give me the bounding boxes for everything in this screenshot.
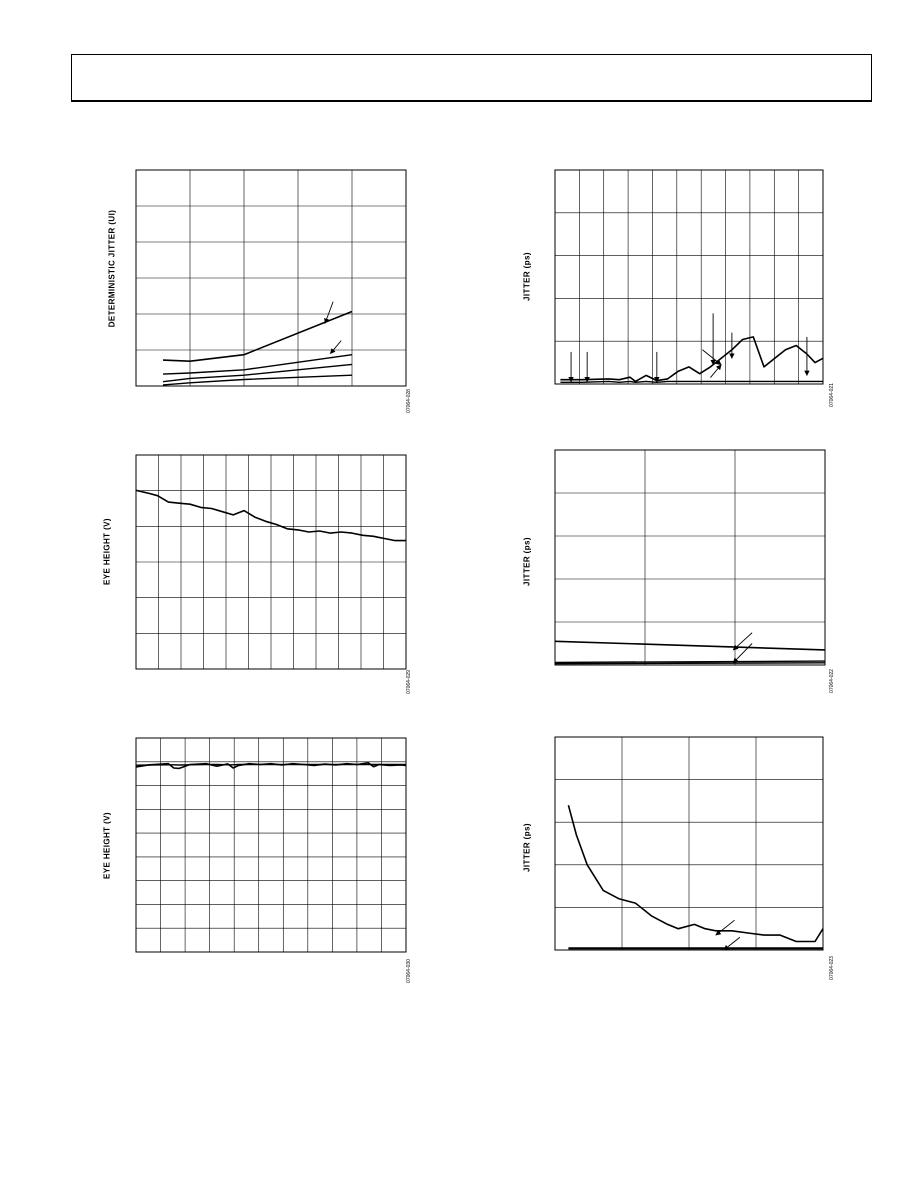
series-line-2 (135, 763, 406, 766)
figure-id: 07064-021 (828, 383, 835, 407)
plot-frame (135, 737, 407, 953)
plot-frame (554, 449, 826, 666)
chart-panel-jitter-3: JITTER (ps) 07064-023 (520, 725, 918, 995)
plot-frame (554, 169, 824, 385)
series-line-3 (162, 363, 353, 383)
figure-id: 07064-022 (828, 669, 835, 693)
annotation-arrow (732, 632, 753, 651)
chart-svg (135, 169, 407, 387)
annotation-arrow (715, 919, 735, 936)
series-line-3 (554, 662, 826, 665)
chart-svg (554, 736, 824, 951)
annotation-arrow (732, 643, 753, 664)
chart-svg (135, 454, 407, 670)
annotation-arrow (324, 301, 334, 324)
annotation-arrow (330, 340, 342, 355)
series-line-1 (554, 640, 826, 651)
series-line-1 (567, 804, 824, 943)
annotation-arrow (702, 349, 722, 366)
figure-id: 07064-029 (405, 670, 412, 694)
series-line-1 (162, 310, 353, 362)
chart-panel-jitter-1: JITTER (ps) 07064-021 (520, 160, 918, 430)
series-line-1 (560, 336, 824, 383)
chart-panel-jitter-2: JITTER (ps) 07064-022 (520, 440, 918, 710)
series-line-2 (162, 354, 353, 375)
chart-svg (554, 449, 826, 666)
chart-svg (554, 169, 824, 385)
series-line-4 (162, 374, 353, 386)
chart-panel-eye-height-1: EYE HEIGHT (V) 07064-029 (100, 445, 540, 715)
series-line-1 (135, 489, 406, 542)
annotation-arrow (723, 936, 741, 951)
chart-svg (135, 737, 407, 953)
annotation-arrow (710, 364, 722, 378)
page-header-box (71, 54, 872, 102)
figure-id: 07064-030 (405, 959, 412, 983)
chart-panel-deterministic-jitter: DETERMINISTIC JITTER (UI) 07064-028 (100, 160, 540, 430)
series-line-2 (560, 380, 823, 384)
figure-id: 07064-028 (405, 389, 412, 413)
figure-id: 07064-023 (828, 956, 835, 980)
chart-panel-eye-height-2: EYE HEIGHT (V) 07064-030 (100, 730, 540, 1000)
series-line-2 (554, 660, 826, 664)
